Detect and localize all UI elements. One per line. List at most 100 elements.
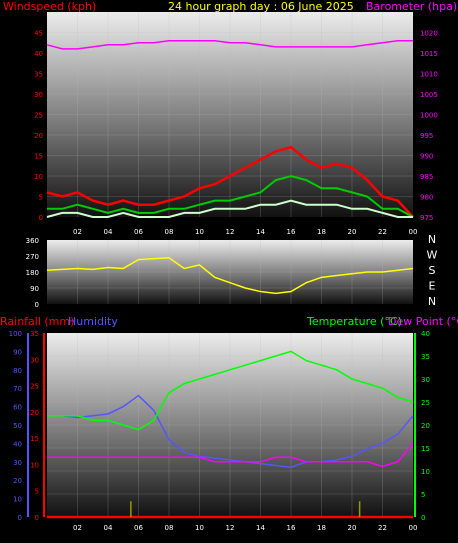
hour-tick: 10 bbox=[195, 228, 204, 236]
temperature-tick: 20 bbox=[421, 422, 430, 430]
temperature-tick: 30 bbox=[421, 376, 430, 384]
humidity-tick: 10 bbox=[13, 496, 22, 504]
temperature-grid bbox=[47, 333, 413, 517]
hour-tick: 18 bbox=[317, 228, 326, 236]
windspeed-tick: 20 bbox=[34, 132, 43, 140]
direction-tick: 270 bbox=[26, 253, 39, 261]
humidity-ticks: 0 10 20 30 40 50 60 70 80 90 100 bbox=[9, 330, 22, 522]
windspeed-tick: 10 bbox=[34, 173, 43, 181]
temperature-tick: 5 bbox=[421, 491, 425, 499]
dewpoint-legend: Dew Point (°C) bbox=[388, 315, 458, 328]
hour-tick: 22 bbox=[378, 228, 387, 236]
temperature-series bbox=[47, 350, 414, 519]
humidity-tick: 30 bbox=[13, 459, 22, 467]
humidity-tick: 90 bbox=[13, 348, 22, 356]
humidity-tick: 70 bbox=[13, 385, 22, 393]
compass-label: N bbox=[428, 295, 436, 308]
humidity-tick: 80 bbox=[13, 367, 22, 375]
windspeed-tick: 30 bbox=[34, 91, 43, 99]
windspeed-tick: 0 bbox=[39, 214, 43, 222]
temperature-ticks: 0 5 10 15 20 25 30 35 40 bbox=[421, 330, 430, 522]
rainfall-tick: 5 bbox=[35, 488, 39, 496]
barometer-tick: 995 bbox=[420, 132, 433, 140]
hour-tick: 08 bbox=[165, 524, 174, 532]
rainfall-tick: 15 bbox=[30, 435, 39, 443]
barometer-tick: 1010 bbox=[420, 71, 438, 79]
hour-tick: 20 bbox=[348, 524, 357, 532]
barometer-tick: 1005 bbox=[420, 91, 438, 99]
rainfall-tick: 20 bbox=[30, 409, 39, 417]
hour-tick: 04 bbox=[104, 228, 113, 236]
hour-tick: 06 bbox=[134, 524, 143, 532]
hour-tick: 22 bbox=[378, 524, 387, 532]
humidity-tick: 60 bbox=[13, 404, 22, 412]
barometer-tick: 990 bbox=[420, 153, 433, 161]
rainfall-ticks: 0 5 10 15 20 25 30 35 bbox=[30, 330, 39, 522]
hour-tick: 20 bbox=[348, 228, 357, 236]
barometer-line bbox=[46, 39, 413, 50]
temperature-tick: 15 bbox=[421, 445, 430, 453]
hour-tick: 02 bbox=[73, 524, 82, 532]
direction-series bbox=[46, 257, 414, 295]
direction-tick: 0 bbox=[35, 301, 39, 309]
rainfall-tick: 25 bbox=[30, 383, 39, 391]
wind-series bbox=[46, 39, 414, 218]
barometer-tick: 980 bbox=[420, 194, 433, 202]
hour-tick: 12 bbox=[226, 524, 235, 532]
temperature-tick: 10 bbox=[421, 468, 430, 476]
humidity-tick: 100 bbox=[9, 330, 22, 338]
humidity-tick: 50 bbox=[13, 422, 22, 430]
rainfall-legend: Rainfall (mm) bbox=[0, 315, 74, 328]
hour-ticks: 02 04 06 08 10 12 14 16 18 20 22 00 bbox=[73, 228, 417, 236]
windspeed-axis-label: Windspeed (kph) bbox=[3, 0, 96, 13]
temperature-tick: 25 bbox=[421, 399, 430, 407]
hour-tick: 10 bbox=[195, 524, 204, 532]
compass-label: W bbox=[427, 249, 438, 262]
rainfall-tick: 35 bbox=[30, 330, 39, 338]
windspeed-tick: 35 bbox=[34, 71, 43, 79]
hour-tick: 00 bbox=[409, 524, 418, 532]
chart-title: 24 hour graph day : 06 June 2025 bbox=[168, 0, 354, 13]
compass-label: N bbox=[428, 233, 436, 246]
barometer-axis-label: Barometer (hpa) bbox=[366, 0, 457, 13]
direction-line bbox=[46, 257, 414, 295]
temperature-panel bbox=[47, 333, 413, 517]
hour-tick: 14 bbox=[256, 524, 265, 532]
gust-line bbox=[46, 145, 414, 218]
hour-tick: 08 bbox=[165, 228, 174, 236]
hour-tick: 06 bbox=[134, 228, 143, 236]
direction-ticks: 0 90 180 270 360 bbox=[26, 237, 39, 309]
rainfall-tick: 10 bbox=[30, 461, 39, 469]
hour-tick: 04 bbox=[104, 524, 113, 532]
hour-tick: 16 bbox=[287, 524, 296, 532]
temperature-legend: Temperature (°C) bbox=[306, 315, 402, 328]
compass-label: S bbox=[429, 264, 436, 277]
barometer-ticks: 975 980 985 990 995 1000 1005 1010 1015 1020 bbox=[420, 30, 438, 223]
direction-panel bbox=[47, 240, 413, 304]
barometer-tick: 975 bbox=[420, 214, 433, 222]
hour-tick: 02 bbox=[73, 228, 82, 236]
rainfall-tick: 0 bbox=[35, 514, 39, 522]
windspeed-tick: 40 bbox=[34, 50, 43, 58]
barometer-tick: 1015 bbox=[420, 50, 438, 58]
temperature-tick: 35 bbox=[421, 353, 430, 361]
windspeed-tick: 25 bbox=[34, 112, 43, 120]
hour-tick: 00 bbox=[409, 228, 418, 236]
direction-grid bbox=[47, 240, 413, 304]
direction-tick: 360 bbox=[26, 237, 39, 245]
hour-tick: 12 bbox=[226, 228, 235, 236]
direction-tick: 90 bbox=[30, 285, 39, 293]
wind-lull-line bbox=[46, 199, 413, 218]
dewpoint-line bbox=[47, 442, 414, 468]
hour-tick: 16 bbox=[287, 228, 296, 236]
windspeed-tick: 5 bbox=[39, 194, 43, 202]
temperature-tick: 40 bbox=[421, 330, 430, 338]
humidity-tick: 0 bbox=[18, 514, 22, 522]
barometer-tick: 1000 bbox=[420, 112, 438, 120]
hour-tick: 14 bbox=[256, 228, 265, 236]
temperature-tick: 0 bbox=[421, 514, 425, 522]
temperature-line bbox=[47, 350, 414, 431]
humidity-legend: Humidity bbox=[68, 315, 118, 328]
direction-tick: 180 bbox=[26, 269, 39, 277]
